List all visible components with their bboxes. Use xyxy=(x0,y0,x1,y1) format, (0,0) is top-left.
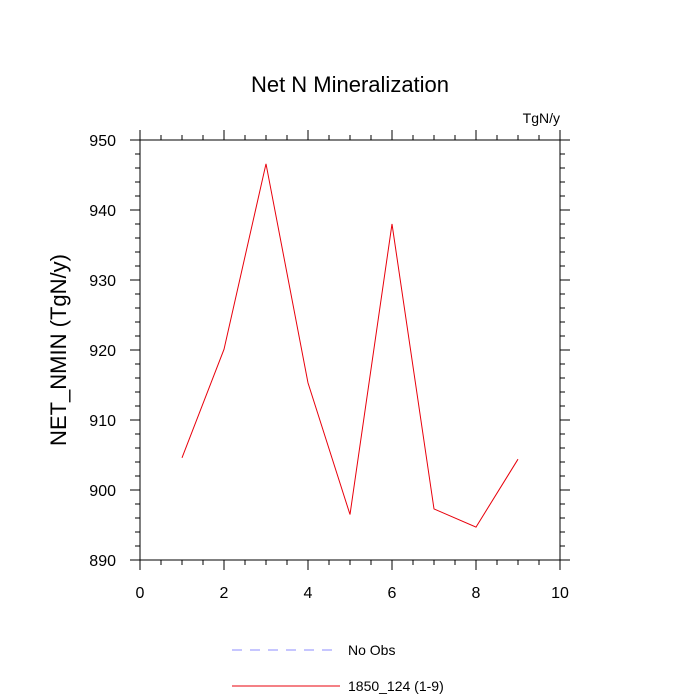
y-tick-label: 890 xyxy=(89,553,116,570)
y-axis-title: NET_NMIN (TgN/y) xyxy=(46,254,71,446)
y-tick-label: 920 xyxy=(89,343,116,360)
legend-label: 1850_124 (1-9) xyxy=(348,678,444,694)
axis-ticks xyxy=(130,130,570,570)
chart-units: TgN/y xyxy=(523,110,560,126)
legend-label: No Obs xyxy=(348,642,395,658)
series-layer xyxy=(181,163,519,528)
plot-frame xyxy=(139,139,561,561)
x-tick-label: 0 xyxy=(136,585,145,602)
y-tick-label: 940 xyxy=(89,203,116,220)
y-tick-label: 900 xyxy=(89,483,116,500)
legend: No Obs 1850_124 (1-9) xyxy=(232,642,444,694)
y-tick-label: 930 xyxy=(89,273,116,290)
y-tick-label: 950 xyxy=(89,133,116,150)
tick-labels: 0 2 4 6 8 10 890 900 910 920 930 940 950 xyxy=(89,133,569,602)
y-tick-label: 910 xyxy=(89,413,116,430)
x-tick-label: 4 xyxy=(304,585,313,602)
chart-title: Net N Mineralization xyxy=(251,72,449,97)
series-line-0 xyxy=(181,163,519,528)
x-tick-label: 2 xyxy=(220,585,229,602)
x-tick-label: 10 xyxy=(551,585,569,602)
x-tick-label: 6 xyxy=(388,585,397,602)
x-tick-label: 8 xyxy=(472,585,481,602)
